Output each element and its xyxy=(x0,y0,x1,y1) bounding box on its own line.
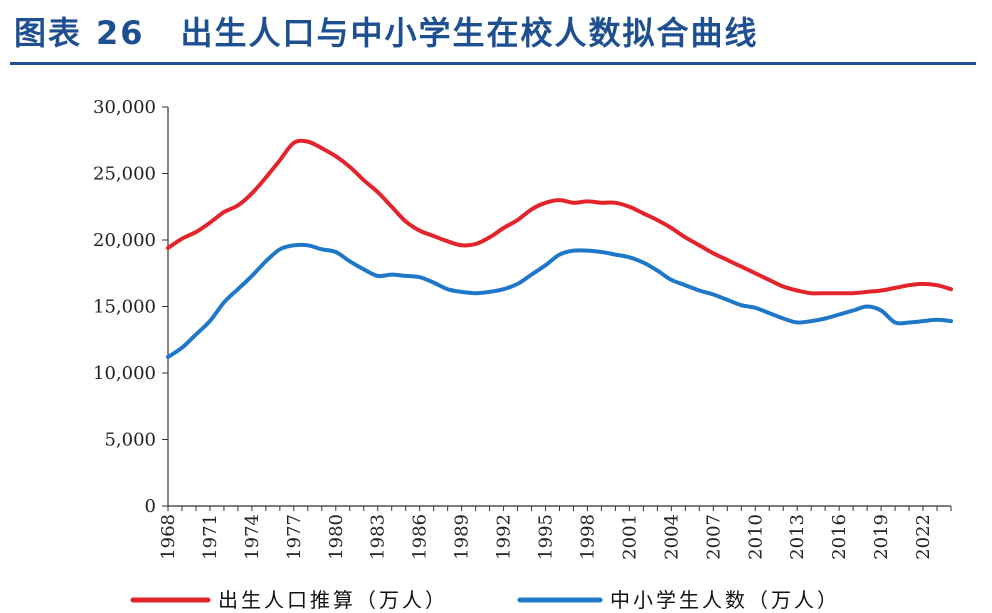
y-tick-label: 25,000 xyxy=(93,164,156,185)
series-line-birth-population xyxy=(166,138,953,296)
x-tick-label: 2016 xyxy=(829,514,850,560)
title-divider xyxy=(10,62,976,65)
y-tick-label: 30,000 xyxy=(93,97,156,118)
x-tick-label: 1980 xyxy=(326,514,347,560)
figure-label: 图表 xyxy=(14,14,83,52)
x-tick-label: 1977 xyxy=(284,514,305,560)
x-tick-label: 1998 xyxy=(577,514,598,560)
x-tick-label: 1974 xyxy=(242,514,263,560)
legend-label: 中小学生人数（万人） xyxy=(610,588,840,612)
chart-axes xyxy=(167,107,951,507)
x-tick-label: 2013 xyxy=(787,514,808,560)
x-tick-label: 1983 xyxy=(368,514,389,560)
chart-series xyxy=(166,138,953,359)
chart-legend: 出生人口推算（万人） 中小学生人数（万人） xyxy=(130,588,840,612)
y-tick-label: 0 xyxy=(145,496,156,517)
x-tick-label: 2001 xyxy=(619,514,640,560)
x-tick-label: 2004 xyxy=(661,514,682,560)
x-tick-label: 2022 xyxy=(913,514,934,560)
y-tick-label: 20,000 xyxy=(93,230,156,251)
figure-title: 图表 26 出生人口与中小学生在校人数拟合曲线 xyxy=(14,8,759,58)
x-axis-ticks: 1968 1971 1974 1977 1980 1983 1986 1989 1992 1995… xyxy=(158,506,952,560)
x-tick-label: 2019 xyxy=(871,514,892,560)
series-line-students xyxy=(166,242,953,359)
y-tick-label: 10,000 xyxy=(93,363,156,384)
y-tick-label: 15,000 xyxy=(93,297,156,318)
x-tick-label: 1992 xyxy=(494,514,515,560)
x-tick-label: 2010 xyxy=(745,514,766,560)
figure-number: 26 xyxy=(96,14,145,52)
x-tick-label: 1971 xyxy=(200,514,221,560)
x-tick-label: 1986 xyxy=(410,514,431,560)
figure-title-text: 出生人口与中小学生在校人数拟合曲线 xyxy=(180,14,759,52)
x-tick-label: 1968 xyxy=(158,514,179,560)
x-tick-label: 2007 xyxy=(703,514,724,560)
x-tick-label: 1989 xyxy=(452,514,473,560)
legend-label: 出生人口推算（万人） xyxy=(218,588,448,612)
y-tick-label: 5,000 xyxy=(104,430,156,451)
y-axis-ticks: 0 5,000 10,000 15,000 20,000 25,000 30,000 xyxy=(93,97,168,517)
x-tick-label: 1995 xyxy=(536,514,557,560)
